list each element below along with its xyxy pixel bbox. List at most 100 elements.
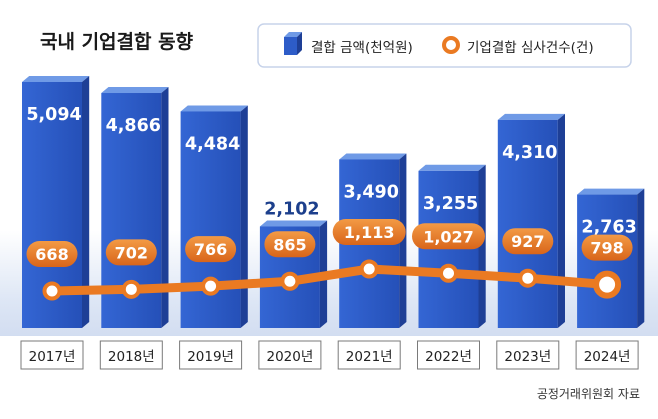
x-tick-box (179, 340, 243, 370)
line-value-pill (412, 223, 485, 250)
bar-front-face (497, 119, 558, 328)
bar-3: 2,102 (259, 199, 328, 328)
bar-value-label: 5,094 (26, 105, 81, 125)
x-tick-5: 2022년 (417, 340, 480, 370)
bar-side-face (557, 113, 565, 328)
source-note: 공정거래위원회 자료 (537, 387, 640, 401)
bar-value-label: 4,310 (502, 143, 557, 163)
line-layer: 668 702 766 865 1,113 1,027 927 798 (26, 219, 633, 301)
bar-side-face (161, 87, 169, 329)
x-tick-box (258, 340, 322, 370)
bar-top-face (497, 113, 565, 120)
bar-side-face (637, 188, 645, 328)
line-value-label: 1,027 (423, 227, 474, 246)
bar-side-face (240, 105, 248, 328)
bar-top-face (577, 188, 645, 195)
x-tick-label: 2024년 (584, 349, 631, 365)
x-tick-7: 2024년 (575, 340, 639, 370)
line-point-6: 927 (502, 228, 554, 288)
x-tick-1: 2018년 (99, 340, 163, 370)
bar-side-face (478, 164, 486, 328)
bar-side-face (399, 153, 407, 328)
line-marker (121, 279, 141, 299)
x-tick-label: 2021년 (346, 349, 393, 365)
line-value-pill (332, 219, 406, 245)
line-value-label: 766 (194, 240, 227, 259)
legend-label-amount: 결합 금액(천억원) (311, 40, 413, 56)
x-tick-2: 2019년 (179, 340, 243, 370)
bar-value-label: 3,255 (423, 194, 478, 214)
bar-top-face (101, 87, 169, 94)
x-tick-label: 2019년 (187, 349, 234, 365)
x-tick-box (417, 340, 480, 370)
line-value-pill (264, 231, 316, 258)
line-value-pill (185, 236, 237, 263)
line-value-label: 927 (511, 232, 544, 251)
x-tick-6: 2023년 (496, 340, 560, 370)
line-point-4: 1,113 (332, 219, 406, 279)
x-tick-label: 2018년 (108, 349, 155, 365)
line-value-label: 1,113 (344, 223, 395, 242)
bar-front-face (577, 194, 638, 328)
line-path (47, 264, 612, 296)
line-point-3: 865 (264, 231, 316, 291)
line-marker (42, 281, 62, 301)
legend: 결합 금액(천억원) 기업결합 심사건수(건) (257, 23, 632, 68)
line-value-label: 668 (35, 245, 68, 264)
bar-front-face (418, 170, 479, 328)
line-point-2: 766 (185, 236, 237, 296)
bar-value-label: 2,763 (581, 218, 636, 238)
line-value-pill (26, 241, 78, 267)
bar-0: 5,094 (22, 76, 90, 328)
x-tick-3: 2020년 (258, 340, 322, 370)
bar-top-face (259, 220, 328, 227)
line-value-pill (502, 228, 554, 255)
bar-top-face (22, 76, 90, 82)
chart-title: 국내 기업결합 동향 (40, 31, 194, 53)
bar-value-label: 4,484 (185, 134, 240, 154)
bar-top-face (180, 105, 248, 112)
line-point-0: 668 (26, 241, 78, 301)
bar-side-face (82, 76, 90, 328)
bar-5: 3,255 (418, 164, 486, 328)
x-tick-label: 2017년 (29, 349, 76, 365)
x-tick-box (575, 340, 639, 370)
x-tick-box (496, 340, 560, 370)
bar-top-face (339, 153, 407, 160)
x-tick-4: 2021년 (337, 340, 401, 370)
bar-value-label: 2,102 (264, 199, 319, 219)
x-tick-label: 2020년 (267, 349, 314, 365)
x-tick-0: 2017년 (20, 340, 84, 370)
line-point-7: 798 (581, 234, 633, 299)
bar-top-face (418, 164, 486, 171)
x-tick-box (20, 340, 84, 370)
bar-6: 4,310 (497, 113, 565, 328)
line-marker (280, 271, 300, 291)
line-value-label: 702 (115, 243, 148, 262)
x-tick-label: 2022년 (425, 349, 472, 365)
x-tick-box (337, 340, 401, 370)
bar-value-label: 3,490 (344, 182, 399, 202)
line-value-label: 798 (590, 239, 623, 258)
line-marker (439, 263, 458, 283)
line-marker (201, 276, 221, 296)
legend-label-count: 기업결합 심사건수(건) (467, 40, 594, 56)
x-axis: 2017년 2018년 2019년 2020년 2021년 2022년 2023년 2024년 (20, 340, 639, 370)
bar-7: 2,763 (577, 188, 645, 328)
line-value-label: 865 (273, 235, 306, 254)
line-marker (518, 268, 538, 288)
legend-line-marker (442, 36, 460, 54)
x-tick-label: 2023년 (504, 349, 551, 365)
bar-2: 4,484 (180, 105, 248, 328)
line-marker (593, 270, 622, 299)
x-tick-box (99, 340, 163, 370)
line-point-5: 1,027 (412, 223, 485, 283)
line-value-pill (581, 234, 633, 261)
bar-value-label: 4,866 (106, 116, 161, 136)
line-marker (359, 259, 379, 279)
line-point-1: 702 (105, 239, 157, 299)
legend-bar-swatch (284, 32, 302, 55)
line-value-pill (105, 239, 157, 266)
